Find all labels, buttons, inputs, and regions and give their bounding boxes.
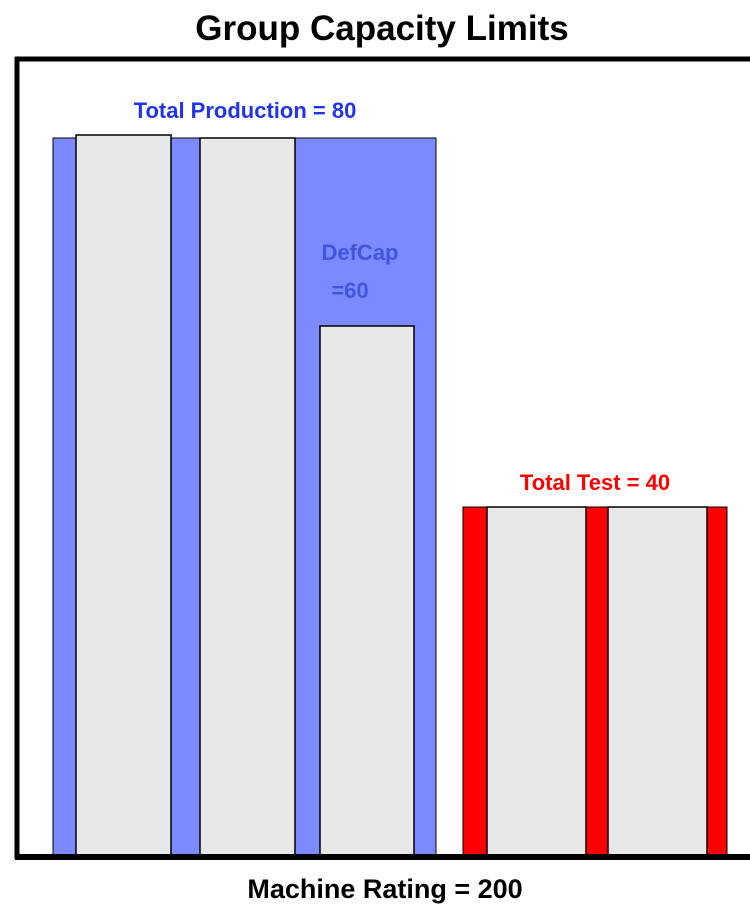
title: Group Capacity Limits xyxy=(195,9,568,48)
production-label: Total Production = 80 xyxy=(134,98,357,123)
defcap-label: DefCap xyxy=(321,240,398,265)
footer: Machine Rating = 200 xyxy=(247,874,522,904)
production-bar xyxy=(75,134,172,856)
test-bar xyxy=(486,506,587,858)
test-label: Total Test = 40 xyxy=(520,470,670,495)
production-bar xyxy=(319,325,415,858)
production-bar xyxy=(199,137,296,858)
test-bar xyxy=(607,506,708,858)
defcap-label: =60 xyxy=(331,278,368,303)
